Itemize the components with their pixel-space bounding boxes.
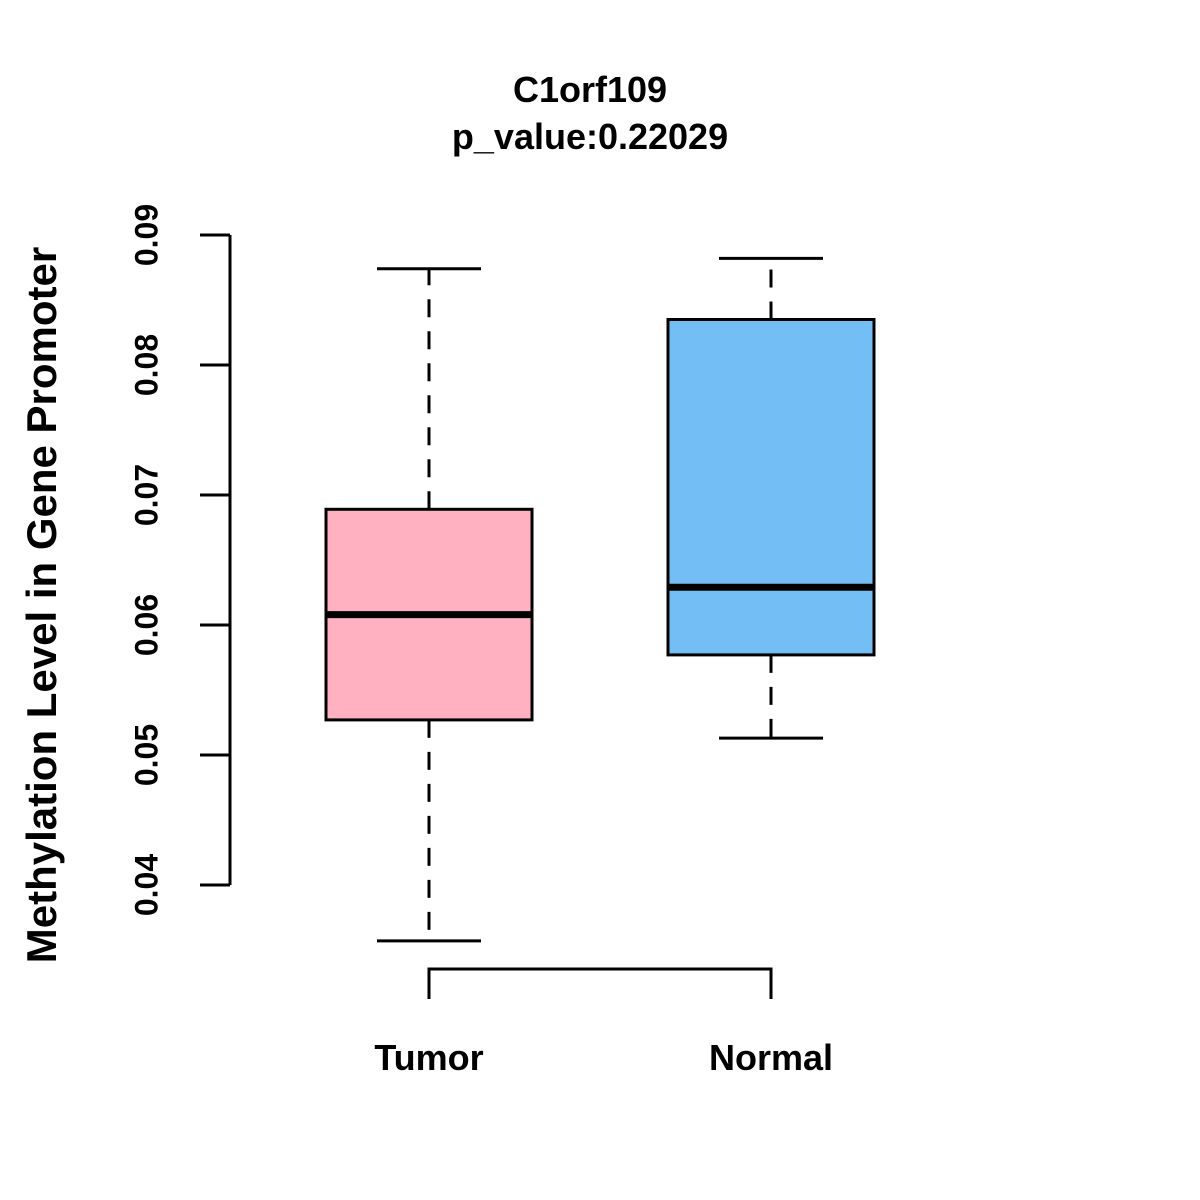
chart-subtitle: p_value:0.22029 (451, 116, 729, 157)
x-category-label-tumor: Tumor (374, 1037, 484, 1078)
y-tick-label: 0.07 (128, 463, 165, 527)
box-normal (666, 318, 876, 657)
chart-title: C1orf109 (512, 69, 668, 110)
y-tick-label: 0.05 (128, 723, 165, 787)
title-block: C1orf109 p_value:0.22029 (230, 66, 950, 160)
y-tick-label: 0.09 (128, 203, 165, 267)
y-tick-label: 0.08 (128, 333, 165, 397)
y-tick-label: 0.06 (128, 593, 165, 657)
x-axis-bracket (427, 967, 773, 999)
x-category-label-normal: Normal (708, 1037, 834, 1078)
y-tick-label: 0.04 (128, 853, 165, 917)
y-axis-title: Methylation Level in Gene Promoter (18, 246, 65, 964)
